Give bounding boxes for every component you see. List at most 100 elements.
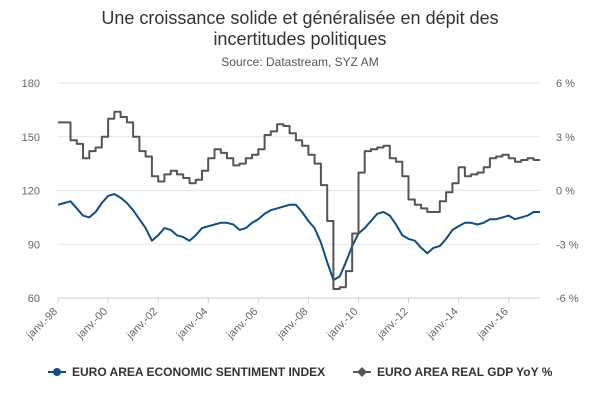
gdp-point (339, 286, 341, 288)
sentiment-point (138, 218, 140, 220)
sentiment-point (458, 225, 460, 227)
sentiment-point (182, 236, 184, 238)
gdp-point (289, 132, 291, 134)
sentiment-point (508, 215, 510, 217)
right-tick-label: -3 % (556, 239, 579, 251)
gdp-point (401, 175, 403, 177)
gdp-point (251, 154, 253, 156)
gdp-point (126, 121, 128, 123)
x-tick-label: janv.-10 (324, 306, 360, 342)
gdp-point (113, 111, 115, 113)
gdp-point (501, 154, 503, 156)
sentiment-point (426, 252, 428, 254)
gdp-line (58, 110, 540, 290)
sentiment-point (232, 224, 234, 226)
gdp-point (476, 172, 478, 174)
gdp-point (270, 130, 272, 132)
gdp-point (464, 175, 466, 177)
sentiment-point (420, 247, 422, 249)
sentiment-point (445, 238, 447, 240)
gdp-point (232, 164, 234, 166)
sentiment-point (464, 222, 466, 224)
gdp-point (76, 143, 78, 145)
sentiment-point (57, 204, 59, 206)
left-tick-label: 120 (22, 186, 40, 198)
gdp-point (107, 118, 109, 120)
sentiment-point (201, 227, 203, 229)
gdp-point (364, 150, 366, 152)
gdp-point (395, 161, 397, 163)
sentiment-point (195, 234, 197, 236)
sentiment-point (376, 213, 378, 215)
gdp-point (201, 170, 203, 172)
gdp-point (420, 207, 422, 209)
gdp-point (345, 270, 347, 272)
sentiment-point (383, 211, 385, 213)
gdp-point (214, 148, 216, 150)
legend-item-sentiment[interactable]: EURO AREA ECONOMIC SENTIMENT INDEX (48, 365, 325, 379)
sentiment-point (433, 247, 435, 249)
legend-marker-sentiment (53, 368, 61, 376)
legend-label-gdp: EURO AREA REAL GDP YoY % (377, 365, 553, 379)
sentiment-point (483, 222, 485, 224)
gdp-point (433, 211, 435, 213)
sentiment-point (345, 261, 347, 263)
legend-item-gdp[interactable]: EURO AREA REAL GDP YoY % (353, 365, 553, 379)
x-tick-label: janv.-98 (24, 306, 60, 342)
gdp-point (132, 136, 134, 138)
sentiment-point (489, 218, 491, 220)
gdp-point (439, 200, 441, 202)
gdp-point (314, 163, 316, 165)
gdp-point (276, 123, 278, 125)
sentiment-point (251, 222, 253, 224)
gdp-point (220, 152, 222, 154)
sentiment-point (314, 227, 316, 229)
sentiment-point (495, 218, 497, 220)
gdp-point (120, 116, 122, 118)
gdp-point (151, 175, 153, 177)
sentiment-point (214, 224, 216, 226)
sentiment-point (276, 207, 278, 209)
sentiment-point (326, 261, 328, 263)
gdp-point (157, 181, 159, 183)
gdp-point (370, 148, 372, 150)
gdp-point (163, 173, 165, 175)
sentiment-point (101, 202, 103, 204)
sentiment-point (501, 216, 503, 218)
gdp-point (445, 191, 447, 193)
sentiment-point (145, 227, 147, 229)
gdp-point (264, 134, 266, 136)
legend: EURO AREA ECONOMIC SENTIMENT INDEX EURO … (48, 365, 553, 379)
sentiment-point (176, 234, 178, 236)
gdp-point (195, 179, 197, 181)
x-tick-label: janv.-04 (174, 306, 210, 342)
chart-subtitle: Source: Datastream, SYZ AM (221, 55, 378, 69)
gdp-point (451, 182, 453, 184)
sentiment-point (520, 216, 522, 218)
sentiment-point (88, 216, 90, 218)
gdp-point (495, 156, 497, 158)
gdp-point (358, 172, 360, 174)
gdp-point (527, 157, 529, 159)
sentiment-point (245, 227, 247, 229)
sentiment-point (95, 211, 97, 213)
sentiment-point (163, 227, 165, 229)
sentiment-point (470, 222, 472, 224)
sentiment-point (514, 218, 516, 220)
sentiment-point (82, 215, 84, 217)
sentiment-point (63, 202, 65, 204)
gdp-point (320, 184, 322, 186)
x-tick-label: janv.-02 (124, 306, 160, 342)
gdp-point (101, 136, 103, 138)
gdp-point (470, 173, 472, 175)
gdp-point (508, 157, 510, 159)
gdp-point (257, 148, 259, 150)
grid-lines (58, 82, 540, 245)
x-tick-label: janv.-08 (274, 306, 310, 342)
gdp-point (182, 177, 184, 179)
sentiment-point (170, 229, 172, 231)
gdp-point (514, 161, 516, 163)
x-tick-label: janv.-14 (424, 306, 460, 342)
sentiment-point (264, 213, 266, 215)
